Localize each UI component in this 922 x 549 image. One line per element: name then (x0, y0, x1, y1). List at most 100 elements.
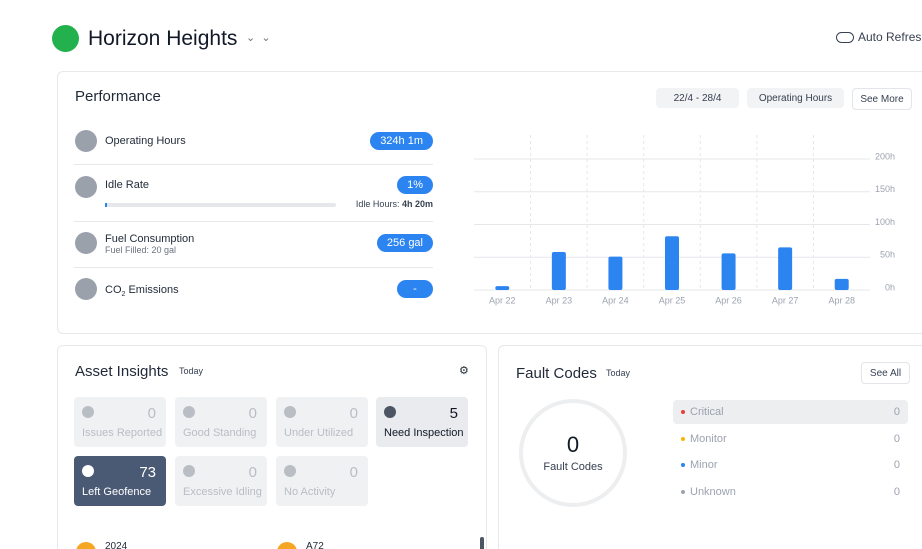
card-title: Asset Insights (75, 363, 169, 380)
asset-name[interactable]: 2024 (105, 541, 128, 549)
card-title: Performance (75, 88, 161, 105)
period[interactable]: Today (606, 368, 631, 378)
bar (665, 236, 679, 290)
fault-level[interactable]: Critical 0 (673, 400, 908, 424)
tile-label: Under Utilized (284, 427, 354, 439)
bar (721, 253, 736, 290)
x-tick-label: Apr 27 (772, 295, 799, 305)
progress-fill (105, 203, 107, 207)
bar (495, 286, 510, 290)
asset-name[interactable]: A72 (306, 541, 324, 549)
tile-value: 5 (449, 405, 458, 422)
idle-hours: Idle Hours: 4h 20m (356, 199, 433, 209)
toggle[interactable] (836, 32, 854, 43)
tile-label: Good Standing (183, 427, 257, 439)
see-all[interactable]: See All (861, 362, 910, 384)
level-value: 0 (893, 406, 900, 418)
y-tick-label: 150h (875, 184, 895, 194)
site-icon (52, 25, 79, 52)
total: 0 (566, 432, 580, 457)
y-tick-label: 200h (875, 151, 895, 161)
tile-value: 73 (139, 464, 156, 481)
tile[interactable]: 0 No Activity (276, 456, 368, 506)
level-label: Minor (690, 459, 718, 471)
tile[interactable]: 5 Need Inspection (376, 397, 468, 447)
y-tick-label: 0h (885, 282, 895, 292)
metric-icon (75, 232, 97, 254)
level-label: Monitor (690, 432, 727, 445)
y-tick-label: 50h (880, 250, 895, 260)
tile[interactable]: 0 Good Standing (175, 397, 267, 447)
bar (551, 252, 566, 290)
site-title[interactable]: Horizon Heights (88, 27, 238, 50)
tile-value: 0 (147, 405, 156, 422)
tile[interactable]: 73 Left Geofence (74, 456, 166, 506)
button-text: See More (860, 93, 904, 105)
divider (74, 164, 433, 165)
metric-icon (75, 278, 97, 300)
bar (608, 256, 623, 290)
fault-level[interactable]: Monitor 0 (673, 427, 908, 451)
x-tick-label: Apr 25 (659, 295, 686, 305)
level-label: Critical (690, 406, 724, 418)
level-dot (681, 489, 685, 494)
tile[interactable]: 0 Under Utilized (276, 397, 368, 447)
bar (834, 278, 849, 290)
tile-label: Need Inspection (384, 427, 464, 439)
progress-track (105, 203, 336, 207)
metric-label: Idle Rate (105, 179, 150, 191)
idle-label: Idle Hours: (355, 199, 400, 209)
metric-sub: Fuel Filled: 20 gal (105, 245, 177, 255)
asset-card (57, 345, 487, 549)
date-range[interactable]: 22/4 - 28/4 (656, 88, 739, 108)
x-tick-label: Apr 26 (715, 295, 742, 305)
tile-label: Excessive Idling (183, 486, 262, 498)
metric-value: - (397, 280, 433, 298)
level-dot (681, 436, 685, 441)
divider (74, 221, 433, 222)
settings-icon[interactable]: ⚙ (459, 365, 469, 377)
tile-label: No Activity (284, 486, 336, 498)
divider (74, 267, 433, 268)
tile-value: 0 (248, 405, 257, 422)
co: CO (105, 284, 122, 296)
sub: 2 (121, 291, 126, 299)
metric-select[interactable]: Operating Hours (747, 88, 844, 108)
see-more[interactable]: See More (852, 88, 912, 110)
toggle-label: Auto Refresh (858, 30, 922, 44)
bar (778, 247, 793, 290)
total-label: Fault Codes (543, 461, 603, 473)
metric-label: Fuel Consumption (105, 233, 195, 245)
level-value: 0 (893, 459, 900, 471)
tile-value: 0 (248, 464, 257, 481)
metric-label: Operating Hours (105, 135, 186, 147)
asset-icon (76, 542, 96, 549)
idle-value: 4h 20m (401, 199, 433, 209)
level-dot (681, 463, 685, 467)
x-tick-label: Apr 28 (828, 295, 855, 305)
tile[interactable]: 0 Issues Reported (74, 397, 166, 447)
fault-level[interactable]: Unknown 0 (673, 480, 908, 504)
date-text: 22/4 - 28/4 (673, 92, 722, 104)
level-value: 0 (893, 485, 900, 498)
period[interactable]: Today (179, 366, 204, 376)
metric-value: 1% (397, 176, 433, 194)
level-label: Unknown (690, 485, 736, 498)
tile-value: 0 (349, 405, 358, 422)
y-tick-label: 100h (875, 217, 895, 227)
fault-level[interactable]: Minor 0 (673, 453, 908, 477)
card-title: Fault Codes (516, 365, 597, 382)
x-tick-label: Apr 24 (602, 295, 629, 305)
x-tick-label: Apr 22 (489, 295, 516, 305)
tile[interactable]: 0 Excessive Idling (175, 456, 267, 506)
scrollbar[interactable] (480, 537, 484, 549)
metric-value: 324h 1m (370, 132, 433, 150)
chevron[interactable]: ⌄ ⌄ (246, 32, 271, 44)
level-value: 0 (893, 432, 900, 445)
select-text: Operating Hours (758, 92, 833, 104)
bar-chart: 0h 50h 100h 150h 200h Apr 22 Apr 23 Apr 24 Apr 2… (474, 135, 895, 305)
asset-icon (277, 542, 297, 549)
metric-value: 256 gal (376, 234, 433, 252)
tile-label: Issues Reported (82, 427, 163, 439)
